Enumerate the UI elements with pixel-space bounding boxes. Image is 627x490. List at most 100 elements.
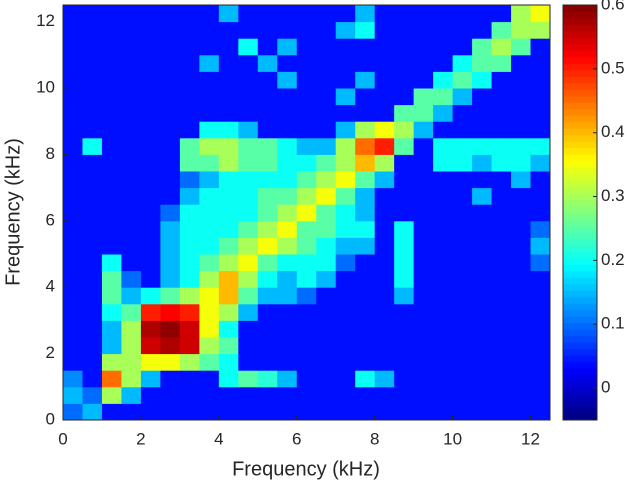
heatmap-cell xyxy=(452,320,473,338)
heatmap-cell xyxy=(101,204,122,222)
heatmap-cell xyxy=(101,171,122,189)
heatmap-cell xyxy=(199,121,220,139)
heatmap-cell xyxy=(140,386,161,404)
heatmap-cell xyxy=(452,187,473,205)
heatmap-cell xyxy=(140,303,161,321)
heatmap-cell xyxy=(433,38,454,56)
heatmap-cell xyxy=(82,320,103,338)
colorbar-segment xyxy=(563,296,597,304)
colorbar-segment xyxy=(563,400,597,408)
heatmap-cell xyxy=(179,137,200,155)
heatmap-cell xyxy=(394,270,415,288)
heatmap-cell xyxy=(296,38,317,56)
heatmap-cell xyxy=(296,5,317,23)
heatmap-cell xyxy=(140,71,161,89)
heatmap-cell xyxy=(413,38,434,56)
heatmap-cell xyxy=(296,337,317,355)
heatmap-cell xyxy=(433,386,454,404)
heatmap-cell xyxy=(63,121,83,139)
heatmap-cell xyxy=(218,386,239,404)
heatmap-cell xyxy=(140,21,161,39)
heatmap-cell xyxy=(433,353,454,371)
heatmap-cell xyxy=(452,38,473,56)
heatmap-cell xyxy=(316,386,337,404)
heatmap-cell xyxy=(199,88,220,106)
heatmap-cell xyxy=(199,386,220,404)
heatmap-cell xyxy=(82,5,103,23)
heatmap-cell xyxy=(140,88,161,106)
heatmap-cell xyxy=(491,154,512,172)
heatmap-cell xyxy=(199,171,220,189)
heatmap-cell xyxy=(199,54,220,72)
x-tick-label: 0 xyxy=(58,429,67,448)
heatmap-cell xyxy=(82,386,103,404)
heatmap-cell xyxy=(277,71,298,89)
heatmap-cell xyxy=(374,204,395,222)
heatmap-cell xyxy=(257,21,278,39)
heatmap-cell xyxy=(316,54,337,72)
colorbar-segment xyxy=(563,147,597,155)
heatmap-cell xyxy=(257,270,278,288)
heatmap-cell xyxy=(179,337,200,355)
heatmap-cell xyxy=(433,171,454,189)
heatmap-cell xyxy=(277,5,298,23)
heatmap-cell xyxy=(511,254,532,272)
heatmap-cell xyxy=(472,21,493,39)
heatmap-cell xyxy=(394,254,415,272)
heatmap-cell xyxy=(413,353,434,371)
heatmap-cell xyxy=(355,220,376,238)
heatmap-cell xyxy=(530,403,551,421)
heatmap-cell xyxy=(160,237,181,255)
heatmap-cell xyxy=(257,287,278,305)
heatmap-cell xyxy=(277,337,298,355)
colorbar-segment xyxy=(563,95,597,103)
x-tick-label: 6 xyxy=(292,429,301,448)
heatmap-cell xyxy=(238,386,259,404)
heatmap-cell xyxy=(140,370,161,388)
colorbar-segment xyxy=(563,37,597,45)
heatmap-cell xyxy=(511,21,532,39)
colorbar-segment xyxy=(563,303,597,311)
colorbar-segment xyxy=(563,89,597,97)
heatmap-cell xyxy=(179,320,200,338)
heatmap-cell xyxy=(452,237,473,255)
heatmap-cell xyxy=(121,38,142,56)
heatmap-cell xyxy=(472,5,493,23)
heatmap-cell xyxy=(374,5,395,23)
heatmap-cell xyxy=(374,370,395,388)
colorbar-tick-label: 0.5 xyxy=(601,58,625,77)
heatmap-cell xyxy=(335,237,356,255)
heatmap-cell xyxy=(82,403,103,421)
heatmap-cell xyxy=(472,337,493,355)
heatmap-cell xyxy=(121,5,142,23)
y-tick-label: 2 xyxy=(46,343,55,362)
heatmap-cell xyxy=(452,403,473,421)
heatmap-cell xyxy=(374,171,395,189)
heatmap-cell xyxy=(530,21,551,39)
heatmap-cell xyxy=(101,5,122,23)
x-axis-label: Frequency (kHz) xyxy=(232,458,380,480)
heatmap-cell xyxy=(121,237,142,255)
heatmap-cell xyxy=(238,337,259,355)
colorbar-segment xyxy=(563,394,597,402)
heatmap-cell xyxy=(511,370,532,388)
heatmap-cell xyxy=(355,386,376,404)
heatmap-cell xyxy=(491,320,512,338)
heatmap-cell xyxy=(374,353,395,371)
heatmap-cell xyxy=(296,104,317,122)
heatmap-cell xyxy=(296,171,317,189)
heatmap-cell xyxy=(63,370,83,388)
heatmap-cell xyxy=(491,370,512,388)
heatmap-cell xyxy=(472,386,493,404)
heatmap-cell xyxy=(121,353,142,371)
heatmap-cell xyxy=(413,187,434,205)
heatmap-cell xyxy=(199,38,220,56)
heatmap-cell xyxy=(433,104,454,122)
heatmap-cell xyxy=(238,54,259,72)
heatmap-cell xyxy=(238,187,259,205)
heatmap-cell xyxy=(277,21,298,39)
heatmap-cell xyxy=(296,154,317,172)
heatmap-cell xyxy=(179,54,200,72)
heatmap-cell xyxy=(82,254,103,272)
heatmap-cell xyxy=(277,154,298,172)
